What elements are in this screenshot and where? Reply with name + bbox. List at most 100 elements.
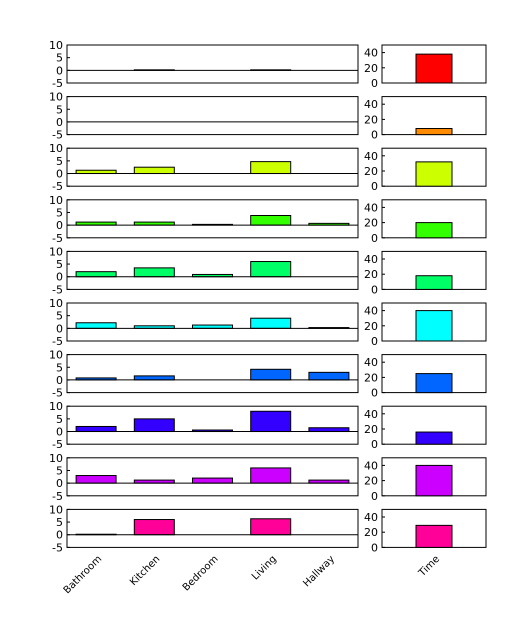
left-tick-label: 5 [56,103,63,116]
right-tick-label: 20 [364,165,378,178]
left-tick-label: 0 [56,322,63,335]
left-panel-frame-7 [66,354,359,394]
left-tick-label: 5 [56,258,63,271]
left-tick-label: 0 [56,477,63,490]
left-tick-label: 10 [49,349,63,362]
right-tick-label: 0 [371,438,378,451]
category-label-bathroom: Bathroom [62,554,105,597]
right-tick-label: 0 [371,232,378,245]
bar-8-living [250,410,292,433]
left-panel-frame-3 [66,147,359,187]
bar-8-kitchen [133,418,175,433]
right-tick-label: 40 [364,305,378,318]
right-tick-label: 0 [371,335,378,348]
category-label-hallway: Hallway [301,554,337,590]
left-tick-label: 10 [49,142,63,155]
category-label-time: Time [416,554,442,580]
time-bar-8 [415,431,453,445]
bar-8-hallway [308,427,350,433]
bar-5-living [250,261,292,278]
bar-8-bathroom [75,425,117,433]
right-tick-label: 40 [364,356,378,369]
left-tick-label: 0 [56,64,63,77]
right-tick-label: 0 [371,129,378,142]
right-tick-label: 40 [364,408,378,421]
left-tick-label: 10 [49,194,63,207]
left-tick-label: 10 [49,452,63,465]
right-tick-label: 20 [364,371,378,384]
left-tick-label: 10 [49,39,63,52]
left-tick-label: -5 [52,335,63,348]
left-panel-frame-9 [66,457,359,497]
bar-3-living [250,161,292,175]
bar-10-living [250,518,292,536]
right-tick-label: 20 [364,320,378,333]
left-tick-label: 0 [56,271,63,284]
left-panel-frame-5 [66,250,359,290]
time-bar-5 [415,275,453,290]
bar-9-bathroom [75,475,117,484]
right-tick-label: 20 [364,423,378,436]
right-tick-label: 40 [364,253,378,266]
left-tick-label: 0 [56,116,63,129]
right-tick-label: 40 [364,98,378,111]
left-tick-label: -5 [52,77,63,90]
bar-9-bedroom [192,477,233,484]
bar-7-kitchen [133,375,175,381]
right-tick-label: 0 [371,387,378,400]
right-tick-label: 0 [371,77,378,90]
left-tick-label: -5 [52,387,63,400]
left-tick-label: -5 [52,490,63,503]
left-tick-label: 5 [56,413,63,426]
bar-7-hallway [308,371,350,381]
bar-9-living [250,467,292,484]
left-tick-label: 0 [56,529,63,542]
left-tick-label: -5 [52,129,63,142]
right-tick-label: 0 [371,180,378,193]
left-tick-label: 0 [56,168,63,181]
left-tick-label: 5 [56,206,63,219]
left-tick-label: -5 [52,232,63,245]
bar-3-kitchen [133,166,175,175]
left-tick-label: 5 [56,155,63,168]
right-tick-label: 20 [364,475,378,488]
time-bar-9 [415,464,453,497]
left-panel-frame-2 [66,96,359,136]
right-tick-label: 20 [364,526,378,539]
left-panel-frame-4 [66,199,359,239]
time-bar-10 [415,524,453,548]
left-tick-label: 0 [56,219,63,232]
bar-5-kitchen [133,267,175,278]
time-bar-1 [415,53,453,84]
right-tick-label: 0 [371,541,378,554]
left-tick-label: -5 [52,180,63,193]
time-bar-2 [415,128,453,136]
left-tick-label: 5 [56,310,63,323]
bar-6-living [250,317,292,329]
left-tick-label: 0 [56,374,63,387]
bar-6-bathroom [75,322,117,329]
left-tick-label: 5 [56,52,63,65]
left-panel-frame-8 [66,405,359,445]
bar-4-living [250,215,292,226]
right-tick-label: 0 [371,283,378,296]
right-tick-label: 40 [364,47,378,60]
bar-7-living [250,368,292,381]
left-tick-label: 10 [49,297,63,310]
right-tick-label: 40 [364,201,378,214]
right-tick-label: 20 [364,217,378,230]
left-tick-label: 5 [56,464,63,477]
left-panel-frame-1 [66,44,359,84]
left-tick-label: -5 [52,541,63,554]
right-tick-label: 0 [371,490,378,503]
right-tick-label: 40 [364,150,378,163]
time-bar-7 [415,373,453,394]
left-tick-label: 10 [49,91,63,104]
right-tick-label: 20 [364,62,378,75]
time-bar-4 [415,222,453,239]
category-label-living: Living [250,554,279,583]
right-tick-label: 20 [364,268,378,281]
left-panel-frame-6 [66,302,359,342]
time-bar-3 [415,161,453,187]
